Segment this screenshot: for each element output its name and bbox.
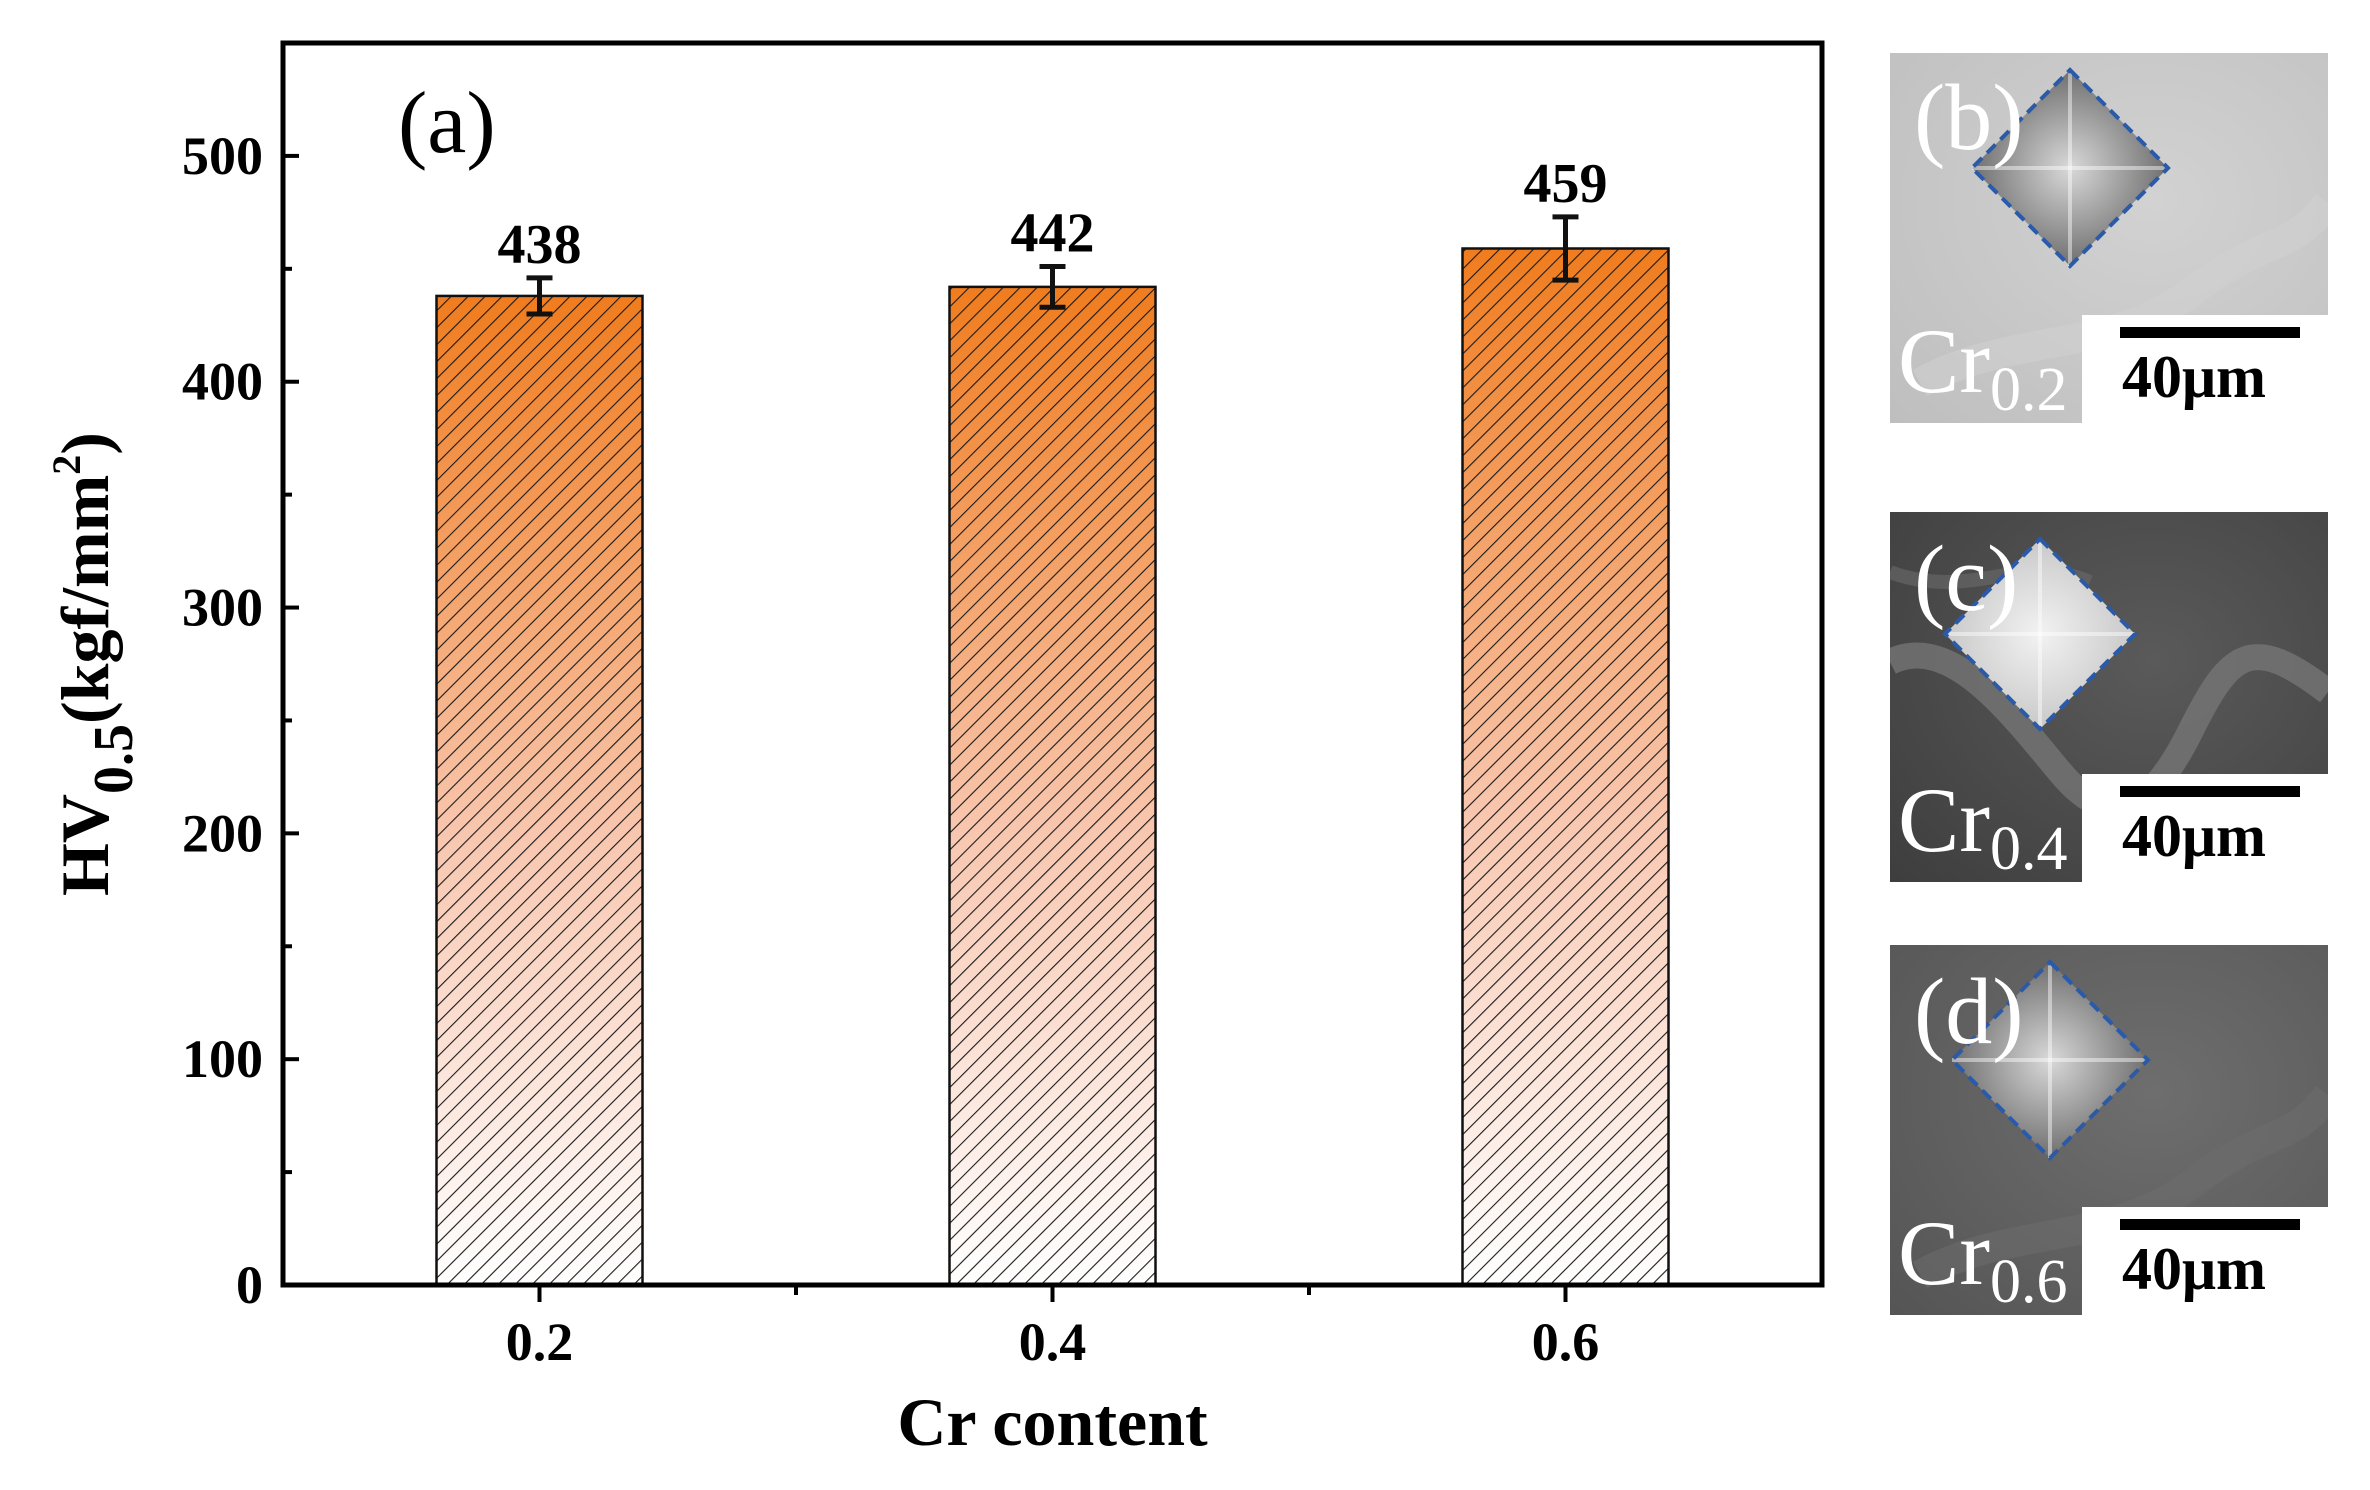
x-tick-label: 0.4 <box>1019 1312 1087 1372</box>
scale-bar-box: 40μm <box>2082 315 2328 423</box>
scale-bar <box>2120 327 2300 338</box>
micrograph-letter: (b) <box>1914 66 2024 170</box>
y-title-close: ) <box>47 432 123 455</box>
sample-label-base: Cr <box>1898 1202 1990 1304</box>
x-axis-title: Cr content <box>897 1384 1208 1460</box>
micrograph-letter: (c) <box>1914 527 2019 631</box>
sample-label-subscript: 0.6 <box>1990 1248 2068 1315</box>
y-tick-label: 500 <box>182 126 263 186</box>
sample-label: Cr0.4 <box>1898 774 2068 880</box>
data-label: 459 <box>1524 153 1608 215</box>
scale-bar <box>2120 786 2300 797</box>
bar-0.2 <box>435 294 644 1287</box>
y-title-superscript: 2 <box>44 455 89 475</box>
bar-0.6 <box>1461 247 1670 1287</box>
sample-label: Cr0.2 <box>1898 315 2068 421</box>
y-title-subscript: 0.5 <box>83 724 145 794</box>
panel-label-a: (a) <box>398 75 496 172</box>
sample-label-subscript: 0.4 <box>1990 815 2068 882</box>
data-label: 438 <box>498 214 582 276</box>
scale-bar-box: 40μm <box>2082 1207 2328 1315</box>
sample-label-base: Cr <box>1898 769 1990 871</box>
x-tick-label: 0.2 <box>506 1312 574 1372</box>
bar-0.4 <box>948 285 1157 1287</box>
sample-label-subscript: 0.2 <box>1990 356 2068 423</box>
y-tick-label: 200 <box>182 803 263 863</box>
y-axis-title: HV0.5(kgf/mm2) <box>44 432 145 896</box>
micrograph-panel-b: (b) Cr0.2 40μm <box>1890 53 2328 423</box>
sample-label-base: Cr <box>1898 310 1990 412</box>
scale-bar-label: 40μm <box>2122 803 2266 869</box>
scale-bar-box: 40μm <box>2082 774 2328 882</box>
micrograph-panel-c: (c) Cr0.4 40μm <box>1890 512 2328 882</box>
x-tick-label: 0.6 <box>1532 1312 1600 1372</box>
y-tick-label: 400 <box>182 352 263 412</box>
micrograph-panel-d: (d) Cr0.6 40μm <box>1890 945 2328 1315</box>
sample-label: Cr0.6 <box>1898 1207 2068 1313</box>
y-tick-label: 300 <box>182 578 263 638</box>
bar-chart: 438 442 459 0 100 200 300 400 500 0.2 0.4 0.6 Cr con… <box>44 40 1825 1460</box>
data-label: 442 <box>1011 203 1095 265</box>
y-title-main: HV <box>47 794 123 896</box>
micrograph-letter: (d) <box>1914 960 2024 1064</box>
scale-bar <box>2120 1219 2300 1230</box>
y-tick-label: 100 <box>182 1029 263 1089</box>
y-title-unit: (kgf/mm <box>47 475 123 724</box>
scale-bar-label: 40μm <box>2122 1236 2266 1302</box>
scale-bar-label: 40μm <box>2122 344 2266 410</box>
y-tick-label: 0 <box>236 1255 263 1315</box>
